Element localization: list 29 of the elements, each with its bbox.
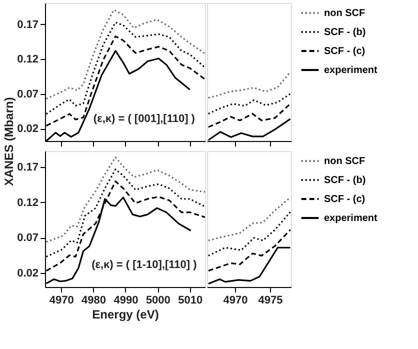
y-tick-label: 0.07: [17, 88, 38, 100]
x-tick-label: 5010: [178, 294, 203, 306]
y-tick-label: 0.12: [17, 196, 38, 209]
x-tick-label: 4970: [49, 294, 74, 306]
text: SCF - (b): [324, 175, 366, 186]
y-tick-label: 0.12: [17, 54, 38, 66]
y-tick-label: 0.02: [17, 267, 38, 280]
text: non SCF: [324, 156, 366, 167]
line-series: [45, 9, 205, 100]
legend-label: SCF - (c): [324, 194, 366, 205]
y-axis-title: XANES (Mbarn): [2, 97, 16, 186]
x-tick-label: 4970: [223, 294, 248, 306]
y-tick-label: 0.02: [17, 123, 38, 136]
x-tick-label: 4980: [82, 294, 106, 306]
legend-label: non SCF: [324, 8, 366, 19]
legend-label: SCF - (c): [324, 46, 366, 57]
legend-label: SCF - (b): [324, 27, 366, 38]
x-tick-label: 4975: [258, 294, 283, 306]
annotation: (ε,κ) = ( [1-10],[110] ): [92, 259, 198, 271]
x-tick-label: 5000: [146, 294, 170, 306]
x-tick-label: 4990: [114, 294, 138, 306]
y-tick-label: 0.17: [17, 18, 38, 31]
y-tick-label: 0.17: [17, 162, 38, 174]
line-series: [45, 156, 205, 243]
annotation: (ε,κ) = ( [001],[110] ): [93, 113, 196, 125]
y-tick-label: 0.07: [17, 232, 38, 244]
x-axis-title: Energy (eV): [92, 308, 159, 322]
legend-label: experiment: [324, 213, 378, 224]
legend-label: experiment: [324, 65, 378, 76]
